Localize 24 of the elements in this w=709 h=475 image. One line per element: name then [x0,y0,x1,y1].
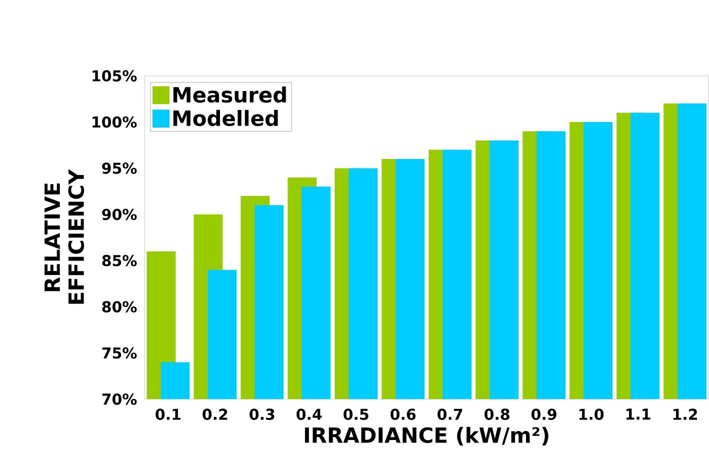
legend-label: Modelled [173,110,278,126]
y-tick-label: 95% [102,162,137,174]
x-tick-label: 0.7 [438,408,462,420]
y-tick-label: 85% [102,254,137,266]
x-tick-label: 1.1 [626,408,650,420]
x-tick-label: 0.5 [344,408,368,420]
x-tick-label: 0.3 [250,408,274,420]
y-axis-title: RELATIVE EFFICIENCY [44,169,84,304]
x-tick-label: 1.2 [673,408,697,420]
y-tick-label: 90% [102,208,137,220]
y-tick-label: 100% [92,116,137,128]
legend-label: Measured [173,86,286,103]
y-tick-label: 105% [92,70,137,82]
x-axis-title: IRRADIANCE (kW/m²) [304,426,548,446]
x-tick-label: 0.2 [202,408,228,420]
x-tick-label: 0.8 [484,408,510,420]
x-tick-label: 0.9 [532,408,556,420]
x-tick-label: 1.0 [579,408,604,420]
y-tick-label: 80% [102,301,137,312]
x-tick-label: 0.1 [156,408,180,420]
x-tick-label: 0.4 [296,408,322,420]
x-tick-label: 0.6 [390,408,416,420]
y-tick-label: 75% [102,347,137,359]
y-tick-label: 70% [102,393,137,405]
